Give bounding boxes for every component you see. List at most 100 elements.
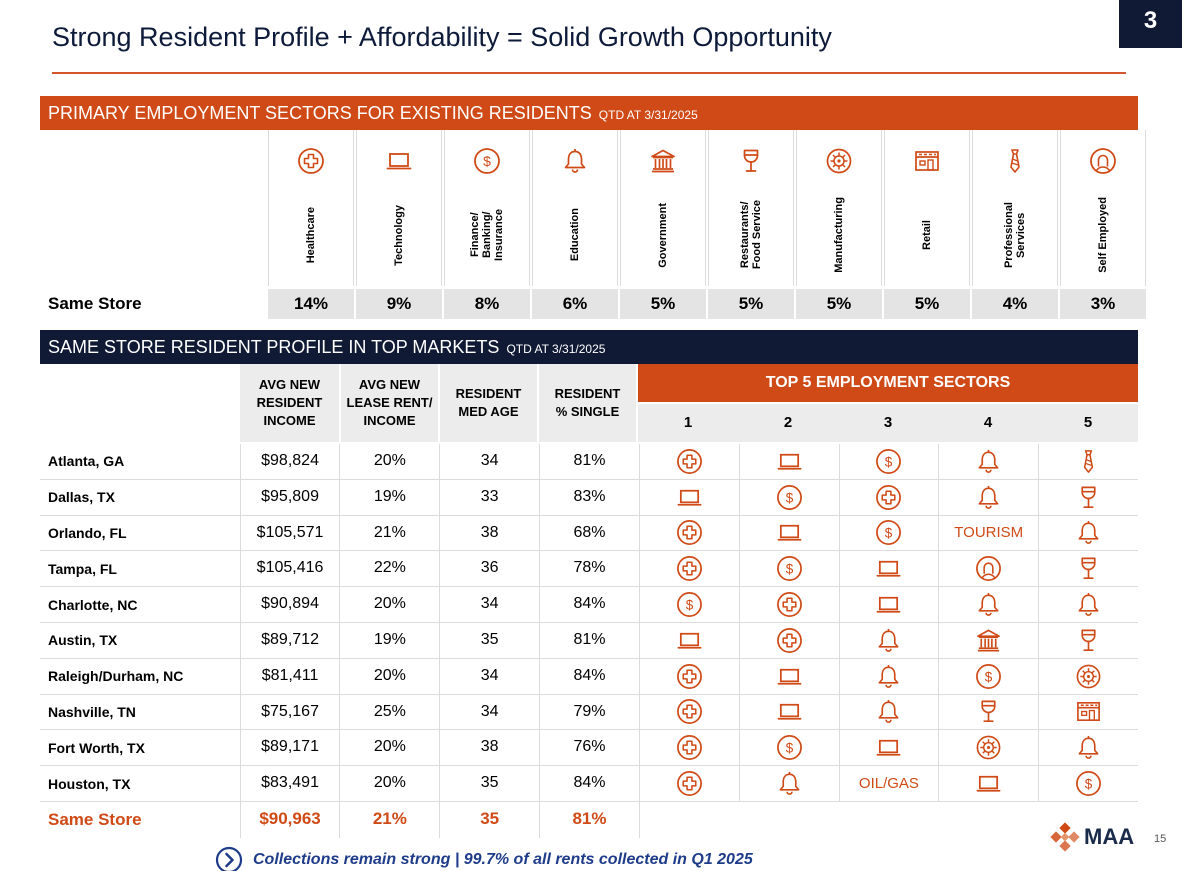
technology-icon (875, 555, 902, 582)
sector-cell (738, 587, 839, 622)
sector-cell (1038, 479, 1138, 515)
sector-cell (938, 730, 1038, 766)
median-age: 33 (439, 479, 539, 515)
sector-cell: $ (1038, 766, 1138, 801)
avg-income: $98,824 (239, 444, 340, 479)
page-number: 15 (1154, 833, 1167, 845)
sector-cell (738, 622, 839, 658)
sector-percent: 14% (268, 289, 354, 319)
svg-text:$: $ (785, 490, 793, 505)
market-name: Austin, TX (48, 632, 118, 649)
sector-header: Healthcare (268, 130, 354, 286)
sector-percent: 8% (444, 289, 530, 319)
sector-cell (1038, 444, 1138, 479)
median-age: 35 (439, 622, 539, 658)
sector-cell (838, 694, 939, 730)
market-name: Houston, TX (48, 775, 131, 792)
education-icon (1075, 591, 1102, 618)
finance-icon: $ (776, 555, 803, 582)
sector-header: Self Employed (1060, 130, 1146, 286)
restaurants-icon (1075, 627, 1102, 654)
table-row: Orlando, FL $105,571 21% 38 68% $ TOURISM (40, 515, 1138, 552)
median-age: 38 (439, 515, 539, 551)
sector-label: Self Employed (1097, 197, 1109, 273)
percent-single: 76% (539, 730, 639, 766)
sector-cell (938, 479, 1038, 515)
sector-header: Technology (356, 130, 442, 286)
table-row: Atlanta, GA $98,824 20% 34 81% $ (40, 444, 1138, 480)
education-icon (875, 698, 902, 725)
sector-cell (838, 587, 939, 622)
market-name: Nashville, TN (48, 703, 136, 720)
sector-column-manufacturing: Manufacturing 5% (795, 130, 883, 319)
table-row: Dallas, TX $95,809 19% 33 83% $ (40, 479, 1138, 516)
table-row: Raleigh/Durham, NC $81,411 20% 34 84% $ (40, 658, 1138, 695)
manufacturing-icon (975, 734, 1002, 761)
rank-header-row: 1 2 3 4 5 (638, 404, 1138, 442)
sector-cell (838, 479, 939, 515)
sector-column-self-employed: Self Employed 3% (1059, 130, 1147, 319)
education-icon (1075, 734, 1102, 761)
sector-cell (1038, 694, 1138, 730)
sector-cell (1038, 622, 1138, 658)
markets-table: Atlanta, GA $98,824 20% 34 81% $ Dallas, … (40, 444, 1138, 838)
education-icon (975, 448, 1002, 475)
manufacturing-icon (825, 147, 853, 175)
sector-cell: $ (638, 587, 739, 622)
healthcare-icon (676, 555, 703, 582)
sector-percent: 9% (356, 289, 442, 319)
sector-column-professional: Professional Services 4% (971, 130, 1059, 319)
employment-sectors-table: Healthcare 14% Technology 9% $ Finance/ … (267, 130, 1147, 319)
svg-text:$: $ (985, 669, 993, 684)
rank-3: 3 (883, 414, 893, 431)
finance-icon: $ (473, 147, 501, 175)
professional-icon (1075, 448, 1102, 475)
sector-percent: 5% (620, 289, 706, 319)
maa-logo-text: MAA (1084, 824, 1135, 849)
market-name: Raleigh/Durham, NC (48, 668, 184, 685)
sector-header: Retail (884, 130, 970, 286)
technology-icon (776, 448, 803, 475)
technology-icon (875, 734, 902, 761)
technology-icon (776, 698, 803, 725)
education-icon (975, 591, 1002, 618)
market-name: Atlanta, GA (48, 453, 125, 470)
percent-single: 68% (539, 515, 639, 551)
healthcare-icon (776, 627, 803, 654)
sector-label-wrap: Retail (892, 187, 962, 283)
sector-cell (638, 515, 739, 551)
sector-header: Education (532, 130, 618, 286)
maa-logo: MAA (1050, 822, 1134, 852)
sector-cell: $ (938, 658, 1038, 694)
sector-cell (1038, 515, 1138, 551)
sector-cell (738, 658, 839, 694)
market-name: Charlotte, NC (48, 596, 138, 613)
rent-to-income: 20% (339, 587, 439, 622)
total-empty-cell (638, 801, 1138, 838)
technology-icon (875, 591, 902, 618)
education-icon (1075, 519, 1102, 546)
svg-text:$: $ (785, 562, 793, 577)
sector-header: Government (620, 130, 706, 286)
total-percent-single: 81% (539, 801, 639, 838)
table-row: Nashville, TN $75,167 25% 34 79% (40, 694, 1138, 731)
sector-cell (638, 444, 739, 479)
sector-cell (638, 551, 739, 587)
sector-column-retail: Retail 5% (883, 130, 971, 319)
avg-income: $105,571 (239, 515, 340, 551)
svg-text:$: $ (885, 526, 893, 541)
median-age: 34 (439, 658, 539, 694)
market-name: Tampa, FL (48, 560, 117, 577)
sector-cell: TOURISM (938, 515, 1038, 551)
rank-1: 1 (683, 414, 693, 431)
avg-income: $75,167 (239, 694, 340, 730)
healthcare-icon (776, 591, 803, 618)
healthcare-icon (676, 734, 703, 761)
market-name: Dallas, TX (48, 489, 115, 506)
sector-label-wrap: Finance/ Banking/ Insurance (452, 187, 522, 283)
finance-icon: $ (776, 734, 803, 761)
finance-icon: $ (776, 484, 803, 511)
sector-cell (938, 444, 1038, 479)
sector-label: Professional Services (1003, 201, 1027, 269)
employment-sectors-header: PRIMARY EMPLOYMENT SECTORS FOR EXISTING … (40, 96, 1138, 130)
